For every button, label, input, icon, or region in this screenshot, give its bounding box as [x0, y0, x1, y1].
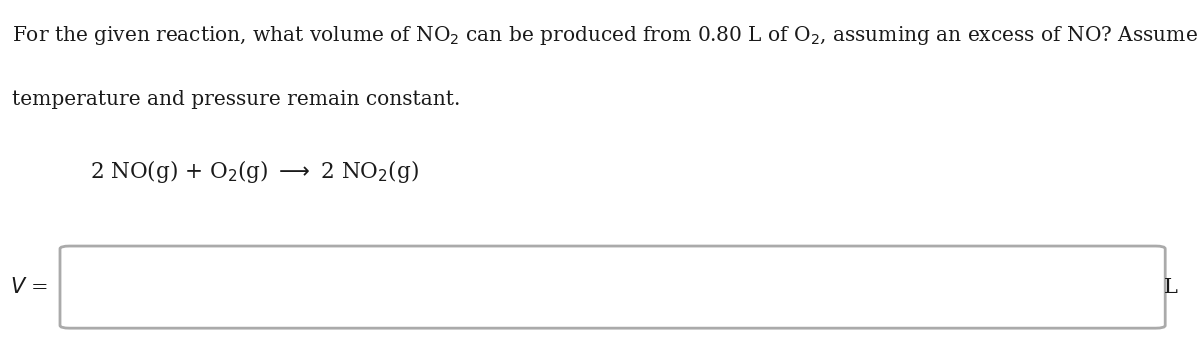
Text: L: L [1164, 278, 1178, 296]
Text: $V$ =: $V$ = [10, 277, 48, 297]
FancyBboxPatch shape [60, 246, 1165, 328]
Text: temperature and pressure remain constant.: temperature and pressure remain constant… [12, 90, 461, 110]
Text: 2 NO(g) + O$_2$(g) $\longrightarrow$ 2 NO$_2$(g): 2 NO(g) + O$_2$(g) $\longrightarrow$ 2 N… [90, 158, 419, 185]
Text: For the given reaction, what volume of NO$_2$ can be produced from 0.80 L of O$_: For the given reaction, what volume of N… [12, 24, 1200, 47]
